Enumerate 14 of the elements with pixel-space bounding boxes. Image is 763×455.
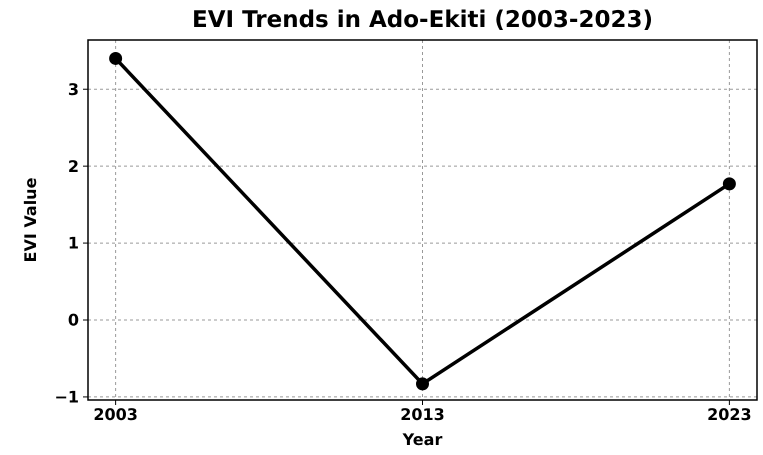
y-tick-label: −1 (54, 388, 79, 407)
y-tick-label: 1 (68, 234, 79, 253)
chart-title: EVI Trends in Ado-Ekiti (2003-2023) (192, 7, 653, 33)
point (722, 177, 736, 190)
y-tick-label: 2 (68, 156, 79, 176)
x-tick-label: 2003 (93, 405, 138, 424)
point (416, 377, 429, 390)
x-tick-label: 2023 (707, 405, 752, 424)
point (109, 52, 122, 65)
x-axis-title: Year (402, 430, 442, 449)
y-tick-label: 0 (68, 310, 79, 330)
y-axis-title: EVI Value (21, 177, 40, 262)
y-tick-label: 3 (68, 80, 79, 99)
x-tick-label: 2013 (400, 405, 445, 424)
